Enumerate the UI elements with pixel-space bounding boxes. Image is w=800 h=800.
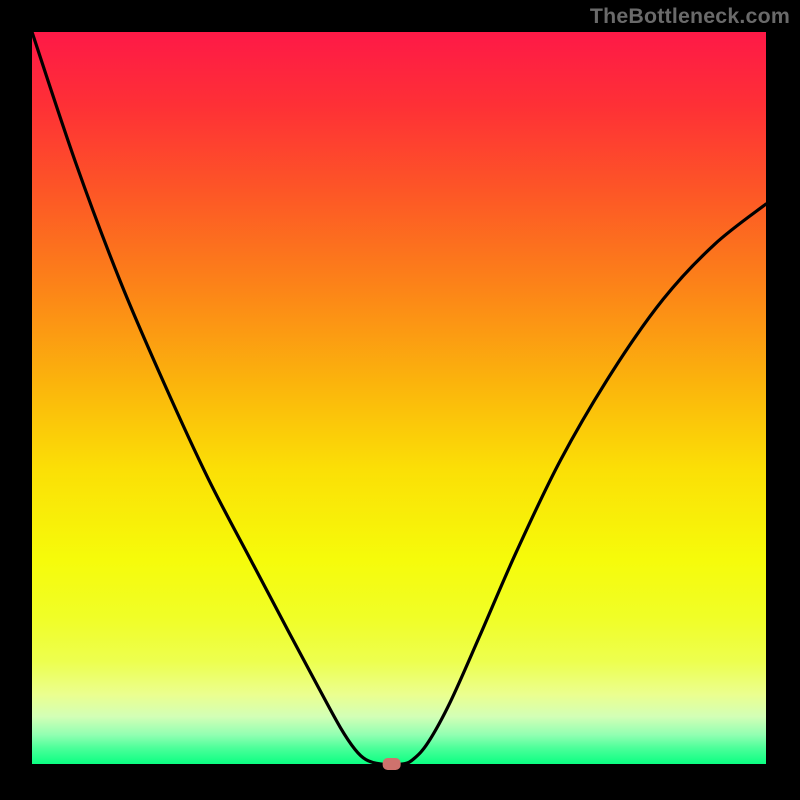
match-marker [383, 758, 401, 770]
plot-background [32, 32, 766, 764]
chart-stage: TheBottleneck.com [0, 0, 800, 800]
chart-svg [0, 0, 800, 800]
